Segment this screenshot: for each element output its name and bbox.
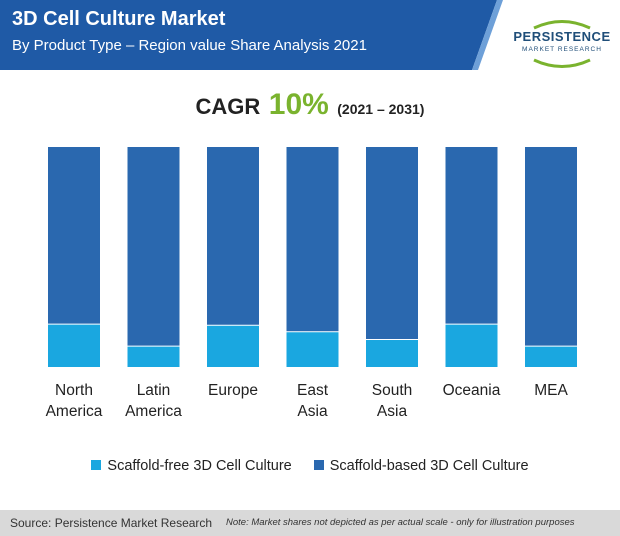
x-tick-label-south-asia: Asia bbox=[377, 403, 408, 420]
x-tick-label-europe: Europe bbox=[208, 382, 258, 399]
logo-swoosh-icon bbox=[533, 20, 591, 68]
x-tick-label-mea: MEA bbox=[534, 382, 568, 399]
x-tick-label-east-asia: East bbox=[297, 382, 329, 399]
x-tick-label-east-asia: Asia bbox=[297, 403, 328, 420]
legend-label-scaffold-free: Scaffold-free 3D Cell Culture bbox=[107, 458, 292, 474]
bar-south-asia-scaffold-based bbox=[366, 147, 418, 340]
x-tick-label-north-america: North bbox=[55, 382, 93, 399]
bar-latin-america-scaffold-based bbox=[127, 147, 180, 347]
bar-mea-scaffold-free bbox=[525, 346, 577, 367]
bar-east-asia-scaffold-free bbox=[286, 331, 339, 367]
logo-name: PERSISTENCE bbox=[513, 29, 611, 44]
bar-latin-america-scaffold-free bbox=[127, 346, 180, 367]
x-tick-label-latin-america: Latin bbox=[137, 382, 171, 399]
bar-south-asia-scaffold-free bbox=[366, 339, 418, 367]
header-background bbox=[0, 0, 503, 70]
legend-item-scaffold-free: Scaffold-free 3D Cell Culture bbox=[91, 458, 292, 474]
cagr-value: 10% bbox=[268, 88, 329, 121]
bar-mea-scaffold-based bbox=[525, 147, 577, 347]
logo-tagline: MARKET RESEARCH bbox=[522, 46, 602, 53]
chart-subtitle: By Product Type – Region value Share Ana… bbox=[12, 37, 367, 54]
chart-title: 3D Cell Culture Market bbox=[12, 8, 226, 30]
bar-oceania-scaffold-free bbox=[445, 324, 498, 367]
x-tick-label-north-america: America bbox=[46, 403, 103, 420]
cagr-period: (2021 – 2031) bbox=[337, 101, 425, 117]
source-text: Source: Persistence Market Research bbox=[10, 516, 213, 530]
bar-europe-scaffold-free bbox=[207, 325, 259, 367]
x-tick-label-south-asia: South bbox=[372, 382, 413, 399]
chart-legend: Scaffold-free 3D Cell Culture Scaffold-b… bbox=[0, 458, 620, 474]
persistence-logo: PERSISTENCE MARKET RESEARCH bbox=[512, 18, 612, 72]
bar-oceania-scaffold-based bbox=[445, 147, 498, 325]
bar-europe-scaffold-based bbox=[207, 147, 259, 326]
footer-bar: Source: Persistence Market Research Note… bbox=[0, 510, 620, 536]
legend-item-scaffold-based: Scaffold-based 3D Cell Culture bbox=[313, 458, 529, 474]
legend-swatch-scaffold-based bbox=[313, 460, 324, 470]
header-banner: 3D Cell Culture Market By Product Type –… bbox=[0, 0, 620, 78]
cagr-banner: CAGR 10% (2021 – 2031) bbox=[0, 88, 620, 122]
legend-label-scaffold-based: Scaffold-based 3D Cell Culture bbox=[329, 458, 529, 474]
bar-north-america-scaffold-free bbox=[48, 324, 100, 367]
cagr-label: CAGR bbox=[195, 94, 261, 119]
legend-swatch-scaffold-free bbox=[91, 460, 102, 470]
stacked-bar-chart: North America Latin America Europe East Asia So… bbox=[46, 147, 577, 420]
bar-east-asia-scaffold-based bbox=[286, 147, 339, 332]
x-tick-label-latin-america: America bbox=[125, 403, 182, 420]
x-tick-label-oceania: Oceania bbox=[443, 382, 501, 399]
note-text: Note: Market shares not depicted as per … bbox=[226, 517, 575, 528]
bar-north-america-scaffold-based bbox=[48, 147, 100, 325]
